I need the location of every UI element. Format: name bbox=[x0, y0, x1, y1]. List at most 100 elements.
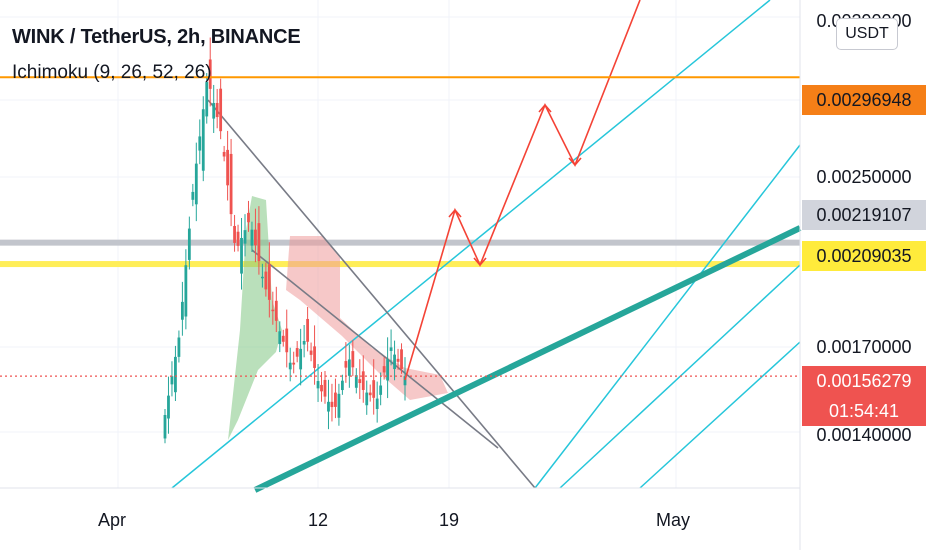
candle-body bbox=[187, 228, 191, 260]
resistance-price-label: 0.00296948 bbox=[802, 85, 926, 115]
candle-body bbox=[174, 356, 177, 393]
candle-body bbox=[222, 151, 226, 157]
candle-body bbox=[170, 376, 174, 385]
candle-body bbox=[236, 231, 240, 246]
candle-body bbox=[389, 347, 393, 351]
candle-body bbox=[180, 301, 184, 320]
grey-zone bbox=[0, 239, 800, 246]
indicator-legend[interactable]: Ichimoku (9, 26, 52, 26) bbox=[12, 62, 212, 83]
time-label: 12 bbox=[308, 510, 329, 530]
candle-body bbox=[215, 102, 219, 118]
projection-path bbox=[404, 0, 641, 381]
candle-body bbox=[323, 379, 327, 397]
candle-body bbox=[351, 351, 355, 368]
candle-body bbox=[229, 153, 233, 215]
candle-body bbox=[354, 375, 358, 388]
price-tick: 0.00170000 bbox=[816, 337, 912, 357]
candle-body bbox=[264, 271, 268, 290]
candle-body bbox=[330, 401, 334, 408]
candle-body bbox=[309, 350, 313, 355]
channel-line bbox=[534, 144, 801, 489]
candle-body bbox=[379, 385, 383, 395]
candle-body bbox=[361, 371, 365, 390]
candle-body bbox=[400, 349, 403, 369]
candle-body bbox=[201, 109, 205, 171]
candle-body bbox=[316, 381, 320, 389]
candle-body bbox=[167, 395, 170, 419]
candle-body bbox=[278, 331, 282, 345]
support-trendline bbox=[253, 225, 802, 493]
candle-body bbox=[198, 136, 202, 151]
candle-body bbox=[281, 335, 285, 342]
candle-body bbox=[358, 379, 362, 384]
axes bbox=[0, 0, 801, 550]
candle-body bbox=[292, 362, 296, 365]
projection-line bbox=[404, 0, 641, 381]
candle-body bbox=[334, 392, 337, 407]
projection-arrowhead bbox=[538, 103, 552, 113]
candle-body bbox=[337, 393, 341, 418]
candle-body bbox=[327, 401, 330, 412]
projection-arrowhead bbox=[568, 157, 582, 167]
candle-body bbox=[205, 82, 209, 117]
time-label: 19 bbox=[439, 510, 460, 530]
candle-body bbox=[177, 337, 181, 357]
cloud-bear bbox=[286, 236, 448, 400]
candle-body bbox=[257, 223, 261, 262]
candle-body bbox=[375, 398, 379, 409]
candle-body bbox=[271, 309, 275, 312]
cloud-bull bbox=[228, 196, 282, 440]
highlight-zones bbox=[0, 239, 800, 268]
time-label: Apr bbox=[98, 510, 127, 530]
candle-body bbox=[299, 348, 303, 370]
candle-body bbox=[247, 212, 250, 223]
last-price-label: 0.00156279 bbox=[802, 366, 926, 396]
price-tick: 0.00250000 bbox=[816, 167, 912, 187]
time-label: May bbox=[656, 510, 691, 530]
candle-body bbox=[233, 225, 236, 243]
yellow-zone bbox=[0, 261, 800, 268]
chart-title: WINK / TetherUS, 2h, BINANCE bbox=[12, 26, 301, 48]
triangle-lines bbox=[207, 99, 536, 489]
candle-body bbox=[295, 348, 299, 357]
candle-body bbox=[260, 276, 264, 279]
candle-body bbox=[226, 149, 230, 186]
currency-unit-button[interactable]: USDT bbox=[836, 18, 898, 50]
candle-body bbox=[243, 230, 247, 244]
candle-body bbox=[212, 102, 216, 119]
ichimoku-cloud bbox=[228, 196, 448, 440]
candle-body bbox=[208, 59, 212, 89]
candle-body bbox=[267, 264, 271, 300]
candle-body bbox=[306, 318, 310, 342]
grey-zone-price-label: 0.00219107 bbox=[802, 200, 926, 230]
candle-body bbox=[302, 340, 306, 345]
candle-body bbox=[320, 384, 323, 392]
candle-body bbox=[194, 163, 198, 205]
candle-body bbox=[403, 376, 407, 386]
projection-arrowhead bbox=[448, 208, 462, 218]
candle-body bbox=[347, 359, 351, 376]
level-lines bbox=[0, 76, 800, 377]
bar-countdown: 01:54:41 bbox=[802, 396, 926, 426]
projection-arrowhead bbox=[473, 257, 487, 267]
candle-body bbox=[250, 229, 254, 246]
candle-body bbox=[396, 358, 400, 362]
candle-body bbox=[386, 359, 390, 381]
price-tick: 0.00140000 bbox=[816, 425, 912, 445]
candle-body bbox=[368, 392, 372, 396]
candle-body bbox=[372, 380, 376, 398]
candle-body bbox=[219, 88, 223, 132]
candle-body bbox=[382, 366, 386, 373]
candle-body bbox=[288, 362, 292, 370]
candle-body bbox=[191, 191, 195, 200]
support-line bbox=[253, 225, 802, 493]
candles bbox=[163, 37, 407, 444]
candle-body bbox=[340, 380, 344, 391]
triangle-upper-line bbox=[207, 99, 536, 489]
candle-body bbox=[240, 237, 243, 274]
candle-body bbox=[163, 415, 167, 439]
triangle-inner-line bbox=[251, 249, 499, 449]
candle-body bbox=[365, 392, 369, 406]
candle-body bbox=[285, 328, 289, 353]
